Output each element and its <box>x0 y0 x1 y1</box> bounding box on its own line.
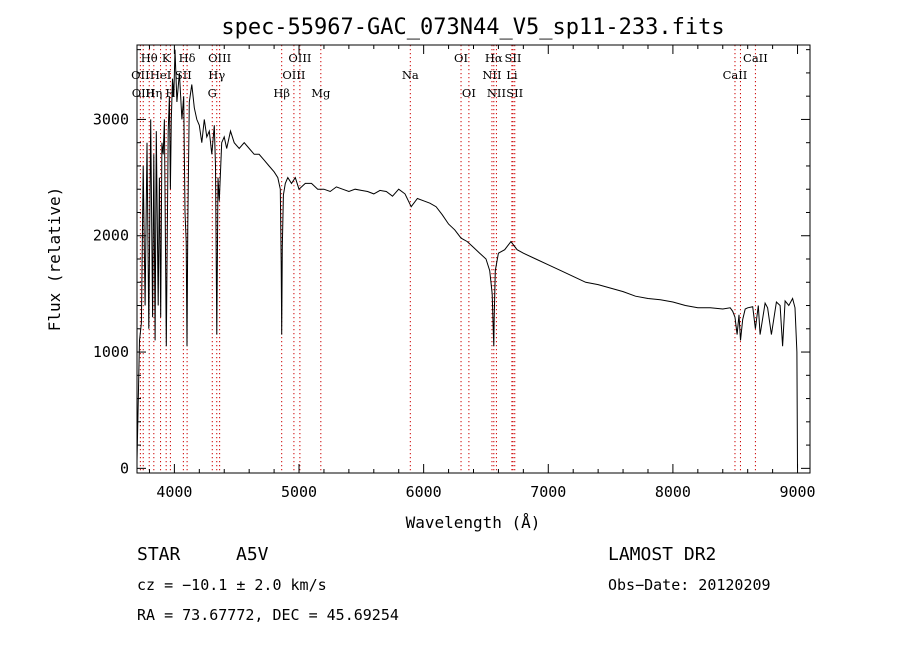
coordinates-text: RA = 73.67772, DEC = 45.69254 <box>137 606 399 624</box>
spectral-line-label: Hη <box>145 86 162 100</box>
spectral-line-label: Hβ <box>273 86 290 100</box>
line-markers <box>139 45 756 473</box>
object-subclass: A5V <box>236 544 269 565</box>
spectral-line-label: CaII <box>723 68 748 82</box>
spectral-line-label: OI <box>462 86 476 100</box>
x-tick-label: 9000 <box>779 483 815 501</box>
redshift-text: cz = −10.1 ± 2.0 km/s <box>137 576 327 594</box>
x-tick-label: 7000 <box>530 483 566 501</box>
spectral-line-label: SII <box>505 51 522 65</box>
spectral-line-label: Hα <box>485 51 503 65</box>
spectral-line-label: NII <box>487 86 506 100</box>
spectral-line-label: SII <box>175 68 192 82</box>
y-tick-label: 2000 <box>93 227 129 245</box>
x-tick-label: 8000 <box>655 483 691 501</box>
x-axis: 4000 5000 6000 7000 8000 9000 <box>148 45 816 501</box>
chart-title: spec-55967-GAC_073N44_V5_sp11-233.fits <box>221 15 724 40</box>
spectral-line-label: Li <box>506 68 518 82</box>
plot-frame <box>136 44 811 474</box>
obs-date-text: Obs−Date: 20120209 <box>608 576 771 594</box>
spectral-line-label: NII <box>482 68 501 82</box>
x-tick-label: 5000 <box>281 483 317 501</box>
spectrum-series <box>136 49 798 469</box>
spectral-line-label: G <box>208 86 217 100</box>
spectral-line-label: OIII <box>132 86 155 100</box>
spectral-line-label: OI <box>454 51 468 65</box>
spectral-line-label: HeI <box>150 68 171 82</box>
spectral-line-label: Mg <box>311 86 331 100</box>
survey-name: LAMOST DR2 <box>608 544 716 565</box>
spectral-line-label: CaII <box>743 51 768 65</box>
x-tick-label: 4000 <box>156 483 192 501</box>
spectral-line-label: SII <box>506 86 523 100</box>
spectral-line-label: OIII <box>282 68 305 82</box>
spectral-line-label: K <box>162 51 171 65</box>
x-tick-label: 6000 <box>406 483 442 501</box>
spectral-line-label: OII <box>131 68 150 82</box>
spectral-line-label: OIII <box>208 51 231 65</box>
y-axis: 0 1000 2000 3000 <box>93 49 810 477</box>
x-axis-label: Wavelength (Å) <box>406 513 541 532</box>
spectral-line-label: Hδ <box>179 51 196 65</box>
spectral-line-label: Na <box>402 68 419 82</box>
y-tick-label: 1000 <box>93 343 129 361</box>
spectral-line-label: H <box>165 86 175 100</box>
y-tick-label: 3000 <box>93 110 129 128</box>
spectral-line-label: OIII <box>288 51 311 65</box>
y-axis-label: Flux (relative) <box>45 187 64 332</box>
object-class: STAR <box>137 544 181 565</box>
y-tick-label: 0 <box>120 459 129 477</box>
spectral-line-label: Hθ <box>141 51 158 65</box>
spectral-line-label: Hγ <box>208 68 225 82</box>
